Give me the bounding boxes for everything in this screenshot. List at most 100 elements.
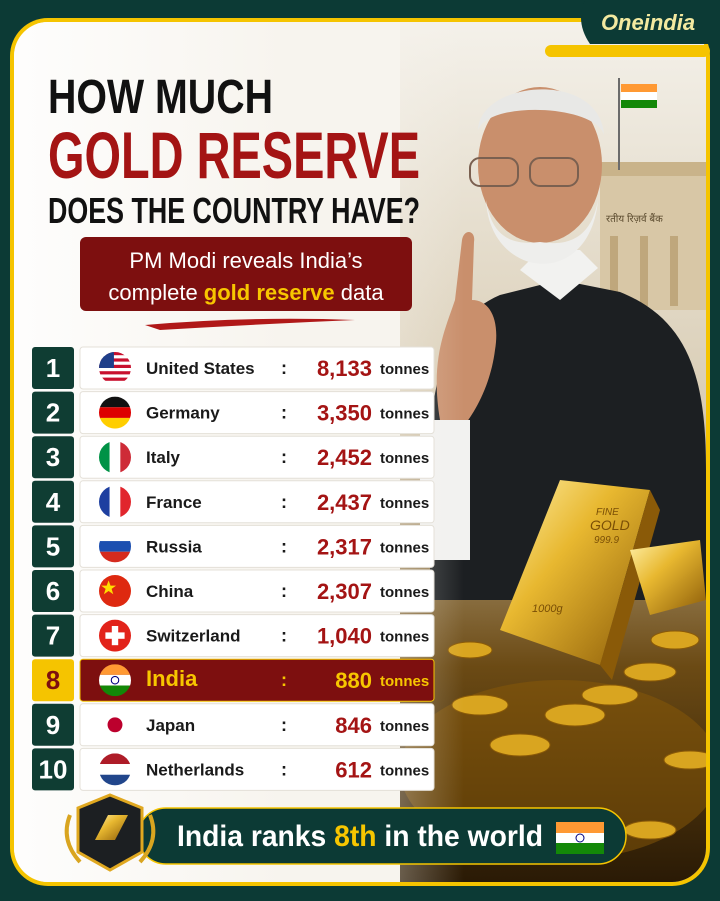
- flag: [99, 486, 131, 518]
- country: Netherlands: [146, 760, 244, 779]
- subtitle-highlight: gold reserve: [204, 280, 335, 305]
- footer-flag-stripe: [556, 822, 604, 833]
- separator: :: [281, 492, 287, 512]
- country: Germany: [146, 404, 220, 423]
- separator: :: [281, 403, 287, 423]
- person-beard: [486, 200, 598, 264]
- separator: :: [281, 358, 287, 378]
- footer-highlight: 8th: [334, 820, 376, 853]
- country: Italy: [146, 448, 181, 467]
- subtitle-text: data: [335, 280, 385, 305]
- row-box: [79, 658, 435, 702]
- country: United States: [146, 359, 255, 378]
- row-box: [79, 524, 435, 568]
- unit: tonnes: [380, 495, 429, 512]
- bar-text: 999.9: [594, 535, 619, 546]
- brand: Oneindia: [601, 10, 695, 35]
- flag: [99, 575, 131, 607]
- unit: tonnes: [380, 539, 429, 556]
- column: [610, 236, 618, 306]
- value: 2,317: [317, 534, 372, 559]
- rank-box: [32, 480, 74, 523]
- country: France: [146, 493, 202, 512]
- rank-box: [32, 659, 74, 702]
- rank-box: [32, 570, 74, 612]
- glasses: [529, 157, 579, 187]
- gold-bar-side: [600, 490, 660, 680]
- footer-part: India ranks: [177, 820, 334, 853]
- bar-text: FINE: [596, 507, 619, 518]
- gold-bar: [500, 480, 650, 665]
- flag-stripe: [621, 84, 657, 92]
- row-box: [79, 569, 435, 613]
- building-sign: रतीय रिज़र्व बैंक: [606, 213, 663, 225]
- flag: [99, 352, 131, 384]
- flag: [99, 664, 131, 696]
- flag: [99, 441, 131, 473]
- brand-tab: [581, 0, 720, 44]
- unit: tonnes: [380, 406, 429, 423]
- unit: tonnes: [380, 718, 429, 735]
- rank: 9: [46, 710, 60, 740]
- unit: tonnes: [380, 361, 429, 378]
- separator: :: [281, 715, 287, 735]
- row-box: [79, 435, 435, 479]
- flag: [99, 397, 131, 429]
- person-hair: [478, 89, 604, 135]
- laurel: [138, 814, 156, 864]
- ranking-table: 1 United States: 8,133 tonnes 2 Germany: 3,350…: [32, 346, 435, 791]
- separator: :: [281, 626, 287, 646]
- row-box: [79, 480, 435, 524]
- value: 3,350: [317, 401, 372, 426]
- flag-stripe: [621, 92, 657, 100]
- flag: [99, 530, 131, 562]
- flag-stripe: [621, 100, 657, 108]
- separator: :: [281, 447, 287, 467]
- subtitle: complete gold reserve data: [108, 280, 384, 305]
- country: Russia: [146, 537, 202, 556]
- brand-accent: [545, 45, 710, 57]
- title-line: HOW MUCH: [48, 71, 273, 124]
- rank-box: [32, 391, 74, 434]
- value: 880: [335, 668, 372, 693]
- badge-bar: [95, 815, 128, 840]
- unit: tonnes: [380, 629, 429, 646]
- subtitle-box: [80, 237, 412, 311]
- rank: 1: [46, 353, 60, 383]
- bar-text: GOLD: [590, 517, 630, 533]
- flag: [99, 753, 131, 785]
- coins: [447, 630, 706, 840]
- value: 612: [335, 757, 372, 782]
- country: Japan: [146, 716, 195, 735]
- row-box: [79, 391, 435, 435]
- country: India: [146, 666, 198, 691]
- value: 2,437: [317, 490, 372, 515]
- laurel: [64, 814, 82, 864]
- footer-flag-stripe: [556, 843, 604, 854]
- column: [640, 236, 648, 306]
- rank: 3: [46, 442, 60, 472]
- bar-text: 1000g: [532, 603, 563, 615]
- rank-box: [32, 748, 74, 791]
- footer-part: in the world: [377, 820, 543, 853]
- unit: tonnes: [380, 762, 429, 779]
- row-box: [79, 614, 435, 658]
- rank-box: [32, 703, 74, 746]
- column: [670, 236, 678, 306]
- title-highlight: GOLD RESERVE: [48, 118, 420, 192]
- rank: 4: [46, 487, 61, 517]
- gold-bar: [630, 540, 706, 615]
- rank: 6: [46, 576, 60, 606]
- rank: 2: [46, 398, 60, 428]
- row-box: [79, 346, 435, 390]
- building-cornice: [600, 162, 706, 176]
- value: 846: [335, 713, 372, 738]
- flag: [99, 709, 131, 741]
- footer-text: India ranks 8th in the world: [177, 820, 543, 853]
- row-box: [79, 703, 435, 747]
- unit: tonnes: [380, 450, 429, 467]
- rank: 10: [39, 754, 68, 784]
- value: 1,040: [317, 624, 372, 649]
